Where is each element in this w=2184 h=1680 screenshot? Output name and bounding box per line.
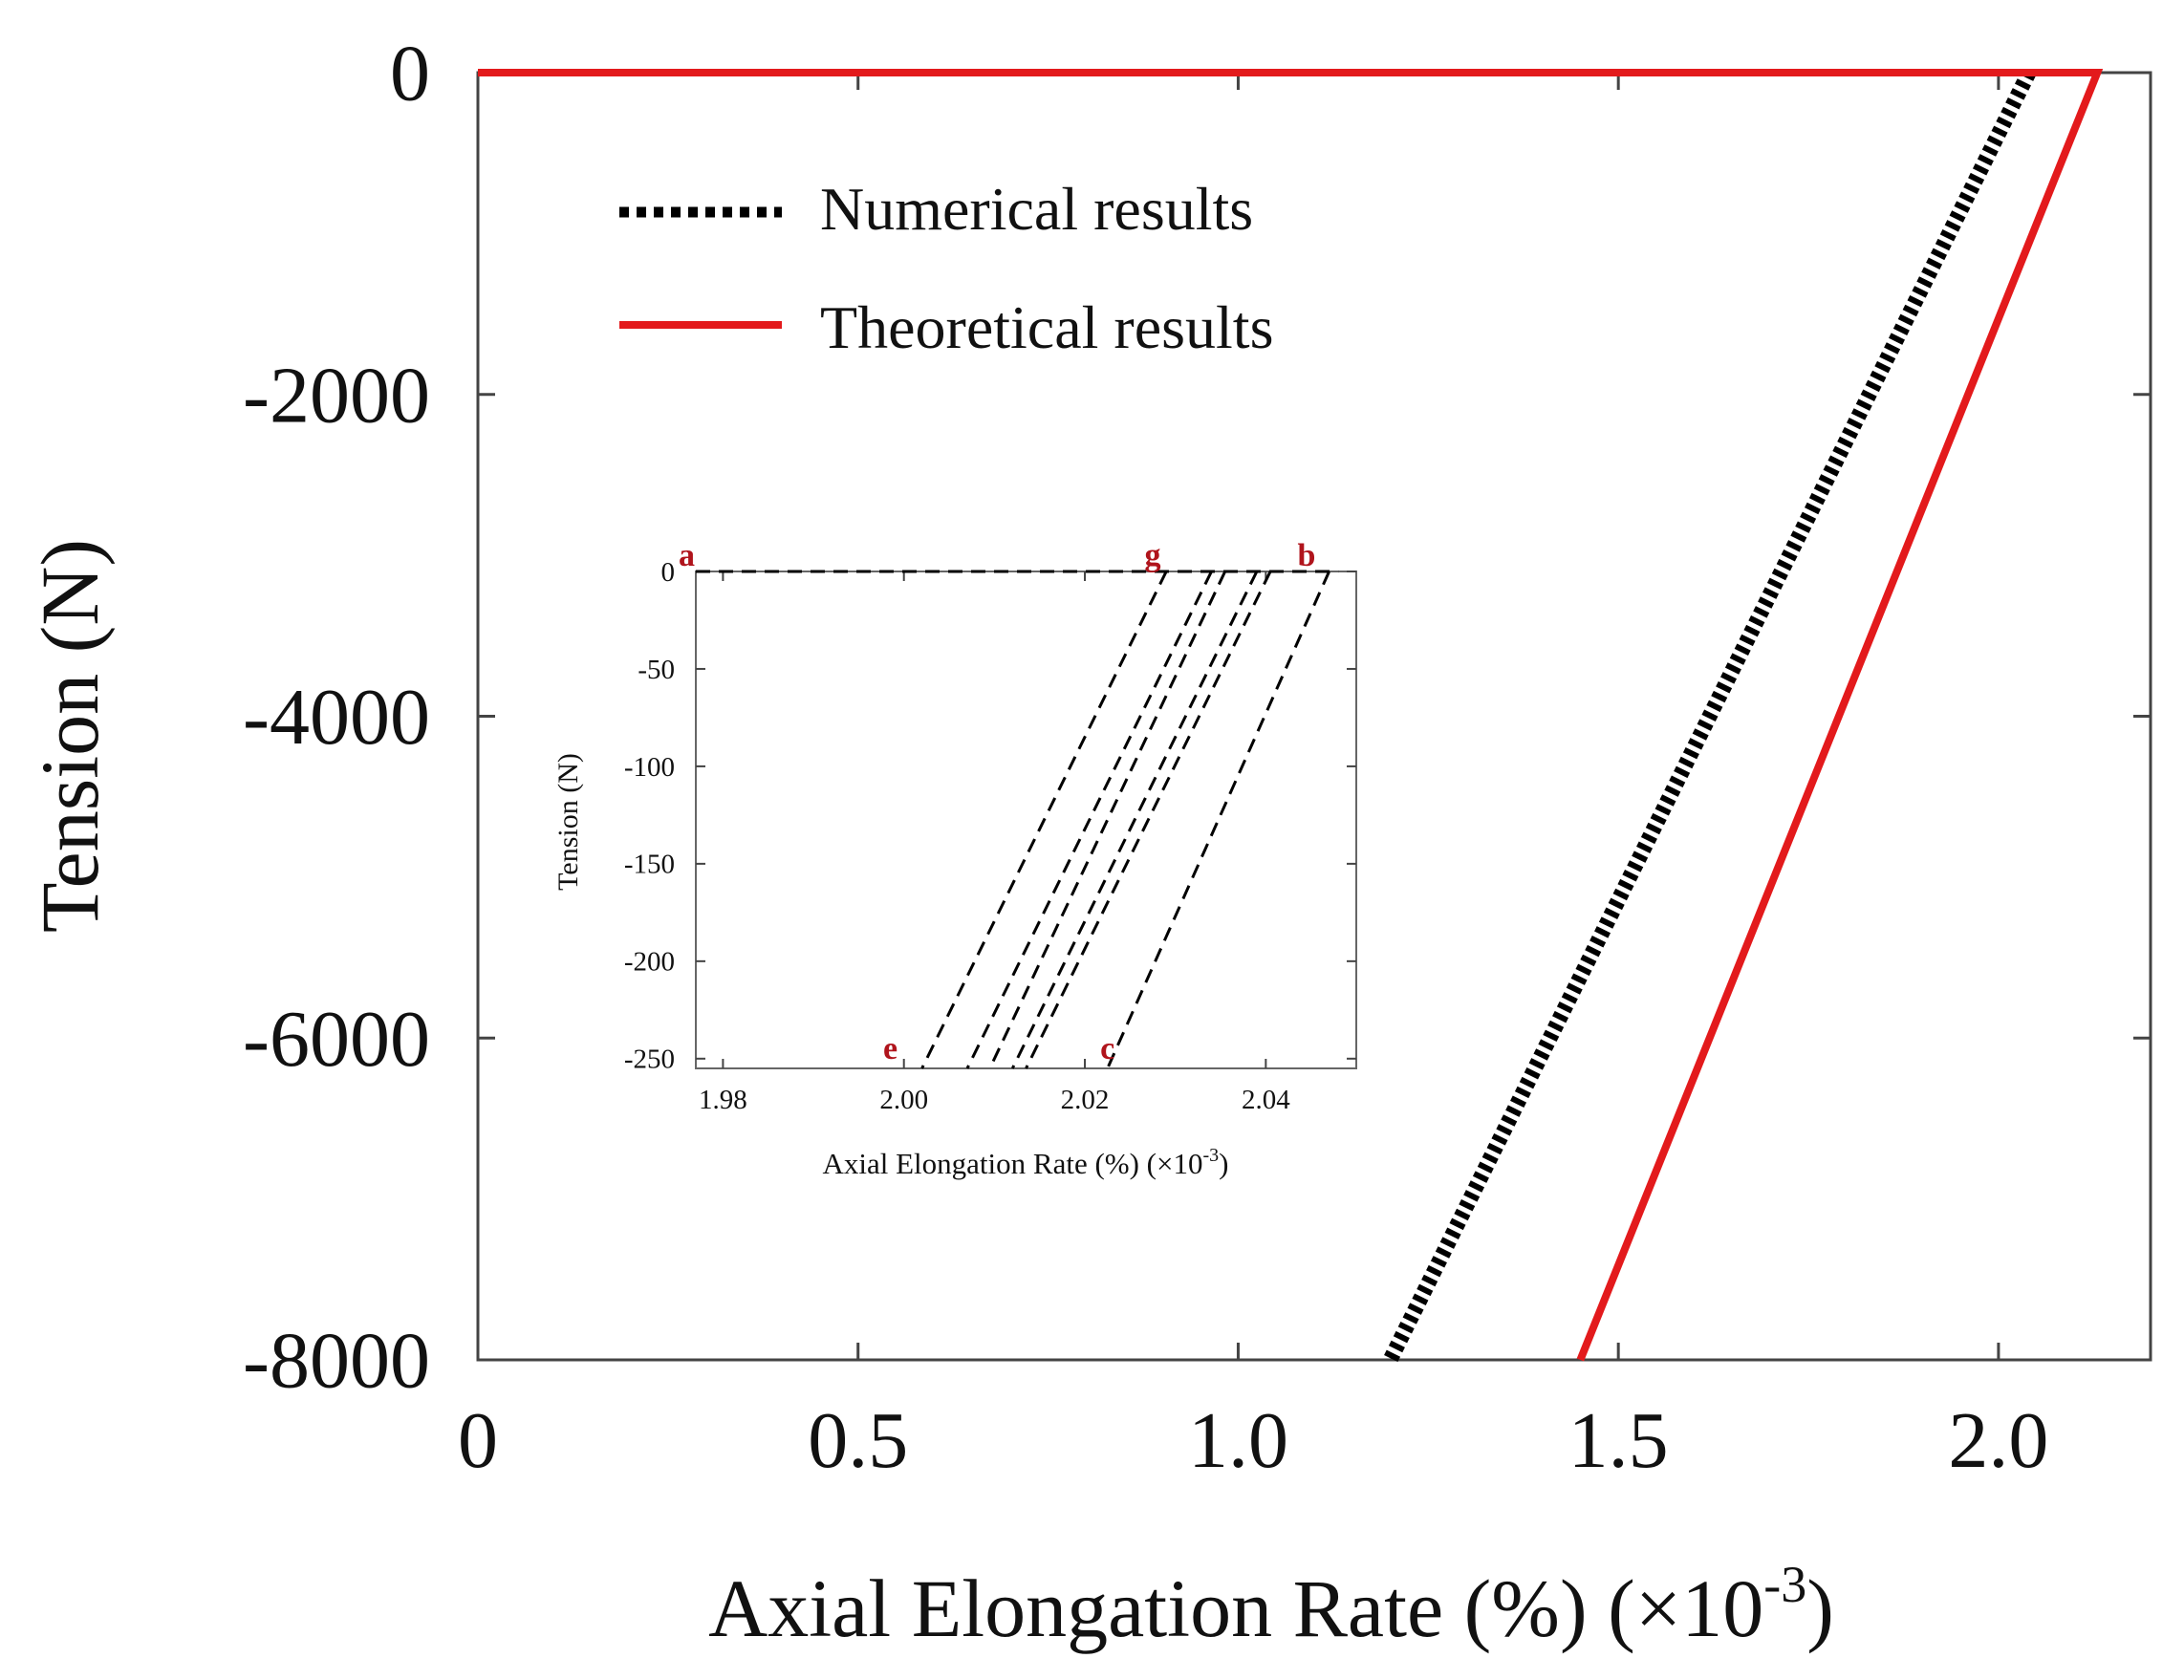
inset-series-2 [965, 571, 1213, 1069]
inset-series-1 [920, 571, 1168, 1069]
main-x-tick-label-2: 1.0 [1188, 1396, 1288, 1485]
inset-x-tick-label-2: 2.02 [1061, 1085, 1110, 1115]
main-y-tick-label-3: -6000 [243, 995, 430, 1084]
main-y-axis-label: Tension (N) [24, 539, 116, 933]
inset-annotation-b: b [1297, 538, 1315, 573]
inset-y-tick-label-4: -200 [624, 947, 675, 978]
inset-y-tick-label-0: 0 [661, 557, 676, 588]
legend-label-numerical: Numerical results [820, 175, 1253, 243]
inset-y-axis-label: Tension (N) [552, 753, 584, 891]
inset-axis-ticks: 1.98 2.00 2.02 2.04 0 -50 -100 -150 -200 -250 [624, 557, 1356, 1115]
legend: Numerical results Theoretical results [619, 175, 1273, 361]
main-x-tick-label-4: 2.0 [1948, 1396, 2048, 1485]
inset-x-tick-label-1: 2.00 [879, 1085, 928, 1115]
inset-series-4 [1010, 571, 1259, 1069]
inset-y-tick-label-5: -250 [624, 1045, 675, 1075]
main-y-tick-label-4: -8000 [243, 1317, 430, 1406]
main-y-tick-label-2: -4000 [243, 673, 430, 762]
main-x-axis-label-text: Axial Elongation Rate (%) (×10 [708, 1562, 1763, 1654]
inset-x-tick-label-0: 1.98 [699, 1085, 747, 1115]
inset-y-tick-label-1: -50 [638, 655, 675, 685]
inset-series-5 [1025, 571, 1272, 1069]
main-series-1 [478, 69, 2104, 1362]
inset-annotation-e: e [883, 1031, 897, 1066]
main-series-layer [478, 69, 2104, 1364]
main-y-tick-label-1: -2000 [243, 351, 430, 440]
main-x-axis-label: Axial Elongation Rate (%) (×10-3) [708, 1556, 1834, 1654]
inset-annotation-layer: a g b e c [679, 538, 1315, 1066]
inset-y-tick-label-2: -100 [624, 752, 675, 783]
main-x-tick-label-1: 0.5 [808, 1396, 908, 1485]
inset-x-tick-label-3: 2.04 [1242, 1085, 1290, 1115]
inset-x-axis-label-exponent: -3 [1203, 1145, 1220, 1166]
inset-x-axis-label-close: ) [1219, 1147, 1228, 1180]
inset-annotation-g: g [1145, 538, 1161, 573]
main-x-tick-label-3: 1.5 [1568, 1396, 1669, 1485]
main-x-axis-label-close: ) [1806, 1562, 1834, 1654]
main-y-tick-label-0: 0 [390, 30, 430, 118]
inset-plot-frame [695, 571, 1357, 1069]
inset-x-axis-label-text: Axial Elongation Rate (%) (×10 [823, 1147, 1203, 1180]
inset-annotation-a: a [679, 538, 695, 573]
main-axis-ticks: 0 0.5 1.0 1.5 2.00-2000-4000-6000-8000 [243, 30, 2151, 1485]
inset-y-tick-label-3: -150 [624, 850, 675, 880]
inset-annotation-c: c [1100, 1031, 1114, 1066]
main-x-tick-label-0: 0 [458, 1396, 498, 1485]
inset-x-axis-label: Axial Elongation Rate (%) (×10-3) [823, 1145, 1229, 1180]
main-x-axis-label-exponent: -3 [1763, 1556, 1806, 1613]
main-series-0 [1383, 69, 2036, 1364]
inset-series-layer [696, 570, 1339, 1069]
legend-label-theoretical: Theoretical results [820, 293, 1273, 361]
